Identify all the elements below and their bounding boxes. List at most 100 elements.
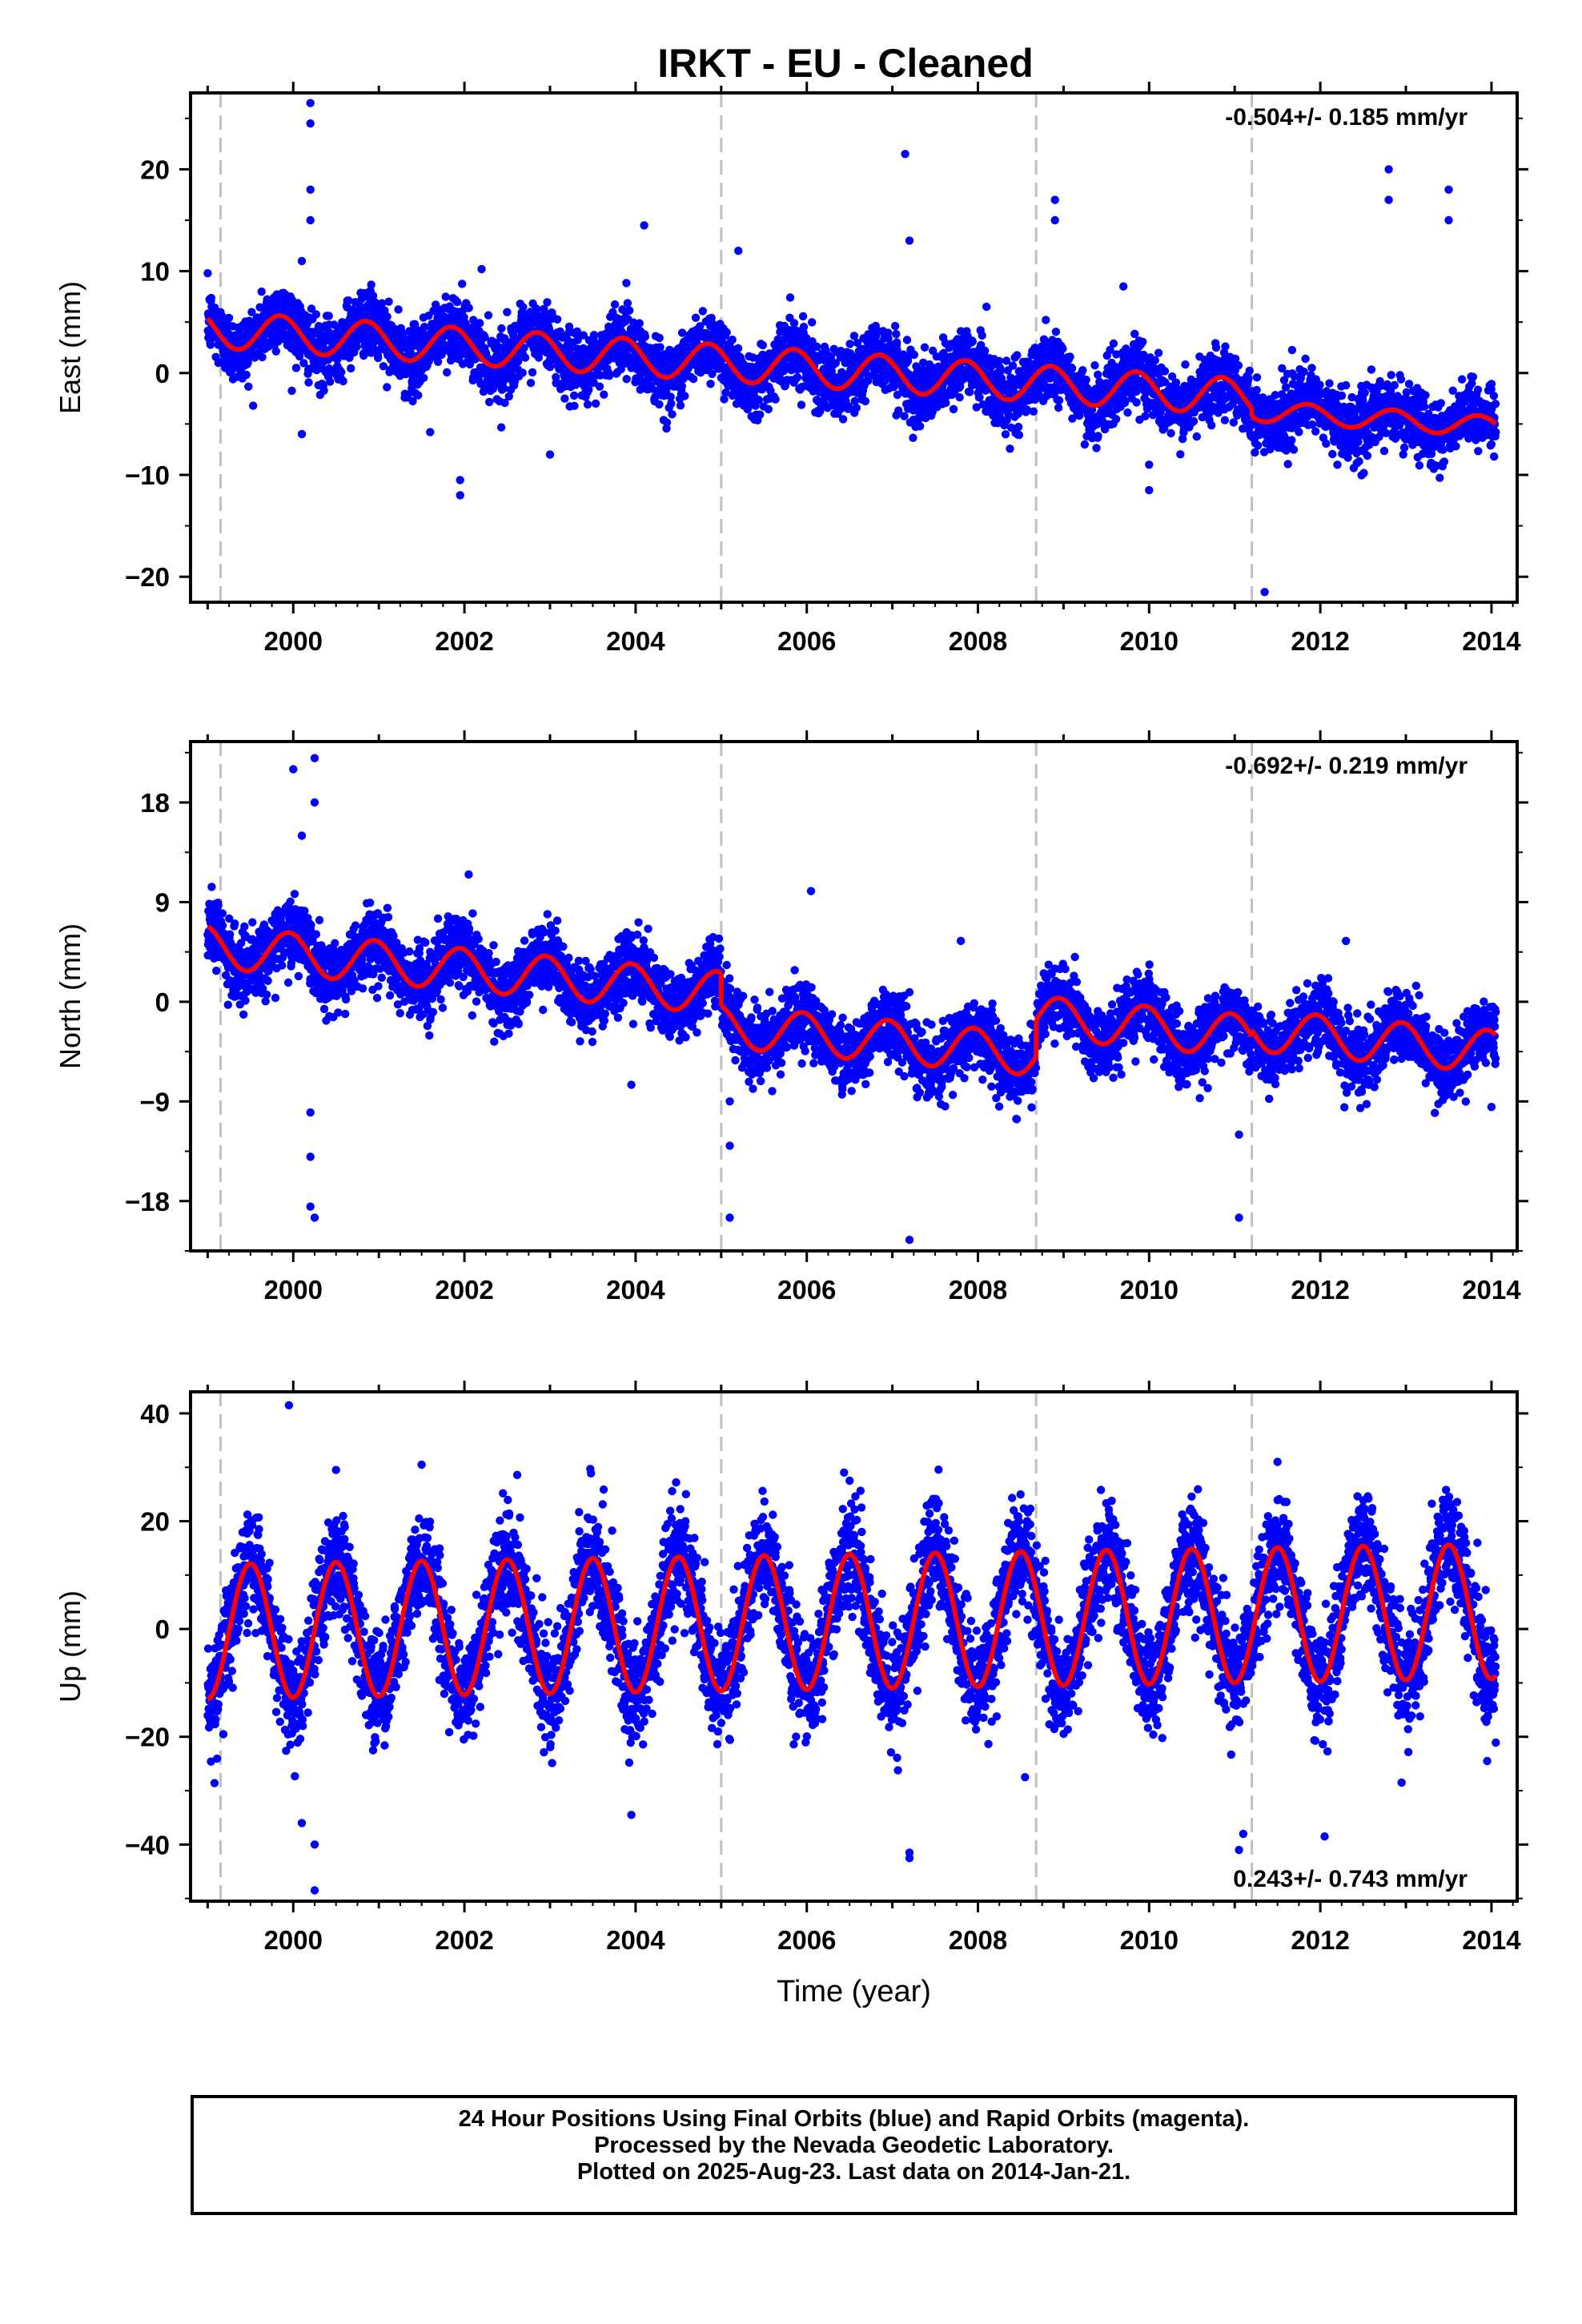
data-point — [384, 297, 393, 306]
data-point — [600, 390, 608, 399]
data-point — [591, 399, 600, 408]
data-point — [1234, 361, 1243, 370]
data-point — [420, 323, 429, 332]
data-point — [352, 343, 361, 352]
data-point — [1058, 344, 1067, 353]
data-point — [496, 423, 506, 432]
data-point — [1090, 361, 1099, 370]
data-point — [514, 357, 523, 366]
data-point — [519, 303, 528, 312]
data-point — [1067, 364, 1077, 373]
data-point — [635, 319, 644, 328]
data-point — [1181, 360, 1190, 369]
data-point — [207, 293, 215, 303]
data-point — [1141, 412, 1150, 420]
data-point — [560, 394, 569, 403]
data-point — [900, 412, 909, 420]
data-point — [1315, 380, 1324, 389]
data-point — [569, 391, 579, 400]
data-point — [371, 298, 379, 307]
data-point — [458, 279, 467, 288]
data-point — [368, 292, 378, 300]
data-point — [676, 401, 685, 410]
data-point — [271, 347, 280, 356]
data-point — [789, 319, 799, 328]
data-point — [420, 373, 428, 382]
data-point — [1111, 415, 1121, 424]
data-point — [1245, 366, 1254, 376]
data-point — [845, 340, 854, 348]
data-point — [1325, 379, 1334, 388]
data-point — [374, 353, 383, 363]
data-point — [1244, 374, 1253, 383]
data-point — [311, 310, 321, 319]
data-point — [245, 316, 254, 325]
data-point — [211, 304, 219, 312]
data-points — [203, 99, 1500, 597]
data-point — [1029, 407, 1038, 416]
data-point — [942, 398, 950, 408]
data-point — [662, 418, 672, 427]
data-point — [1054, 396, 1064, 405]
data-point — [485, 397, 494, 407]
data-point — [756, 410, 765, 419]
data-point — [304, 378, 313, 387]
data-point — [1301, 354, 1310, 364]
data-point — [902, 336, 912, 344]
data-point — [394, 305, 403, 314]
data-point — [408, 396, 417, 406]
data-point — [319, 386, 328, 395]
data-point — [909, 433, 917, 442]
data-point — [758, 340, 767, 350]
data-point — [909, 350, 919, 360]
data-point — [764, 404, 773, 414]
data-point — [656, 343, 665, 352]
data-point — [1001, 430, 1010, 439]
data-point — [691, 313, 701, 322]
data-point — [1006, 444, 1014, 453]
data-point — [347, 364, 355, 373]
data-point — [1359, 396, 1367, 405]
data-point — [339, 376, 347, 386]
data-point — [1066, 352, 1074, 361]
data-point — [1299, 367, 1308, 376]
data-point — [677, 328, 687, 337]
data-point — [1160, 367, 1170, 376]
data-point — [414, 391, 423, 400]
data-point — [722, 328, 731, 337]
data-point — [996, 367, 1006, 376]
data-point — [892, 330, 901, 339]
data-point — [955, 393, 964, 402]
data-point — [255, 303, 264, 312]
data-point — [915, 422, 925, 431]
data-point — [1283, 460, 1292, 468]
data-point — [526, 379, 536, 388]
data-point — [589, 331, 599, 340]
data-point — [497, 324, 506, 333]
data-point — [1154, 348, 1163, 357]
data-point — [1211, 343, 1221, 352]
data-point — [291, 364, 301, 372]
data-point — [1176, 450, 1185, 459]
data-point — [1220, 416, 1230, 424]
data-point — [655, 400, 664, 409]
data-point — [570, 401, 579, 410]
data-point — [1013, 351, 1022, 360]
data-point — [1109, 339, 1118, 348]
data-point — [595, 382, 604, 391]
data-point — [1337, 391, 1347, 400]
data-point — [203, 269, 212, 278]
data-point — [1295, 428, 1303, 436]
data-point — [247, 308, 256, 316]
data-point — [1307, 364, 1316, 372]
data-point — [307, 304, 316, 313]
data-point — [622, 375, 631, 384]
data-point — [1138, 337, 1147, 346]
data-point — [706, 380, 715, 388]
data-point — [975, 392, 984, 402]
data-point — [299, 359, 308, 368]
data-point — [287, 386, 296, 396]
